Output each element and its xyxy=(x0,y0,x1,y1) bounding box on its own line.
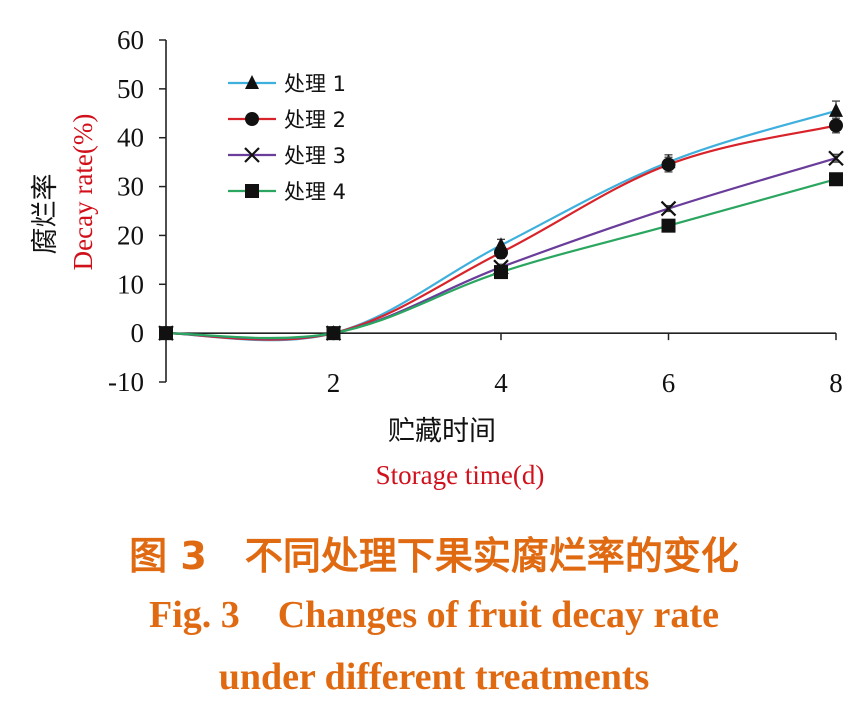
axes: -10 0 10 20 30 40 50 60 2 4 6 8 xyxy=(108,25,843,398)
legend-label: 处理 2 xyxy=(284,108,346,132)
y-tick-label: -10 xyxy=(108,367,144,397)
data-point xyxy=(661,218,676,233)
legend-marker xyxy=(244,147,260,163)
x-tick-label: 6 xyxy=(662,368,676,398)
legend-label: 处理 3 xyxy=(284,144,346,168)
series-line-2 xyxy=(165,124,837,341)
data-point xyxy=(326,326,341,341)
series-lines xyxy=(165,109,837,342)
legend-marker xyxy=(245,184,259,198)
data-point xyxy=(159,326,173,341)
series-markers xyxy=(158,100,844,341)
decay-rate-chart: -10 0 10 20 30 40 50 60 2 4 6 8 处理 1 处理 2 处理 3 处理 4 腐烂… xyxy=(30,25,844,490)
data-point xyxy=(494,265,508,280)
x-tick-label: 4 xyxy=(494,368,508,398)
data-point xyxy=(829,172,843,187)
caption-en-line1: Fig. 3 Changes of fruit decay rate xyxy=(149,594,719,636)
legend-marker xyxy=(245,112,259,126)
x-axis-label-cn: 贮藏时间 xyxy=(388,416,496,447)
y-tick-label: 30 xyxy=(117,172,144,202)
data-point xyxy=(829,118,843,133)
data-point xyxy=(828,150,844,167)
legend-label: 处理 4 xyxy=(284,180,346,204)
legend-label: 处理 1 xyxy=(284,72,346,96)
y-tick-label: 40 xyxy=(117,123,144,153)
y-axis-label-en: Decay rate(%) xyxy=(68,114,98,271)
caption-en-line2: under different treatments xyxy=(218,656,650,698)
y-axis-label-cn: 腐烂率 xyxy=(30,174,61,255)
x-tick-label: 8 xyxy=(829,368,843,398)
y-tick-label: 0 xyxy=(131,318,145,348)
x-tick-label: 2 xyxy=(327,368,341,398)
x-axis-label-en: Storage time(d) xyxy=(376,460,545,490)
caption-cn: 图 3 不同处理下果实腐烂率的变化 xyxy=(129,534,739,578)
data-point xyxy=(661,157,676,172)
y-tick-label: 20 xyxy=(117,220,144,250)
y-tick-label: 50 xyxy=(117,74,144,104)
data-point xyxy=(494,245,508,260)
legend-marker xyxy=(245,75,259,89)
data-point xyxy=(829,102,843,117)
y-tick-label: 10 xyxy=(117,269,144,299)
figure-caption: 图 3 不同处理下果实腐烂率的变化 Fig. 3 Changes of frui… xyxy=(0,500,868,708)
y-tick-label: 60 xyxy=(117,25,144,55)
legend: 处理 1 处理 2 处理 3 处理 4 xyxy=(228,72,346,204)
data-point xyxy=(660,200,677,217)
